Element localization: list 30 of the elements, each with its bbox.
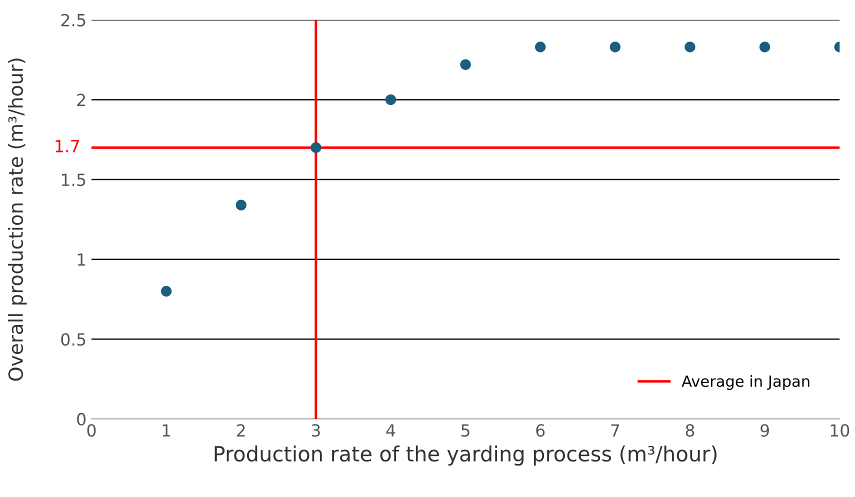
y-axis-title: Overall production rate (m³/hour) xyxy=(8,58,27,381)
x-tick-label: 0 xyxy=(87,424,96,437)
point xyxy=(610,42,621,52)
point xyxy=(236,200,246,210)
x-tick-label: 3 xyxy=(312,424,320,437)
y-tick-label: 0 xyxy=(77,412,86,426)
point xyxy=(460,59,471,70)
x-tick-label: 2 xyxy=(237,424,245,436)
x-tick-label: 7 xyxy=(611,424,620,436)
y-tick-label: 2.5 xyxy=(61,14,86,26)
x-tick-label: 1 xyxy=(162,424,170,436)
point xyxy=(535,42,546,52)
x-tick-label: 4 xyxy=(386,424,396,436)
legend-label: Average in Japan xyxy=(682,375,810,390)
point xyxy=(310,142,322,153)
point xyxy=(160,286,172,297)
y-tick-label: 1.5 xyxy=(62,174,86,186)
point xyxy=(684,42,696,52)
x-tick-label: 10 xyxy=(830,424,850,437)
point xyxy=(385,94,396,106)
y-tick-label: 0.5 xyxy=(61,333,86,346)
x-tick-label: 8 xyxy=(686,424,694,437)
y-tick-label: 1 xyxy=(78,254,86,266)
y-tick-label: 2 xyxy=(77,94,85,106)
x-axis-title: Production rate of the yarding process (m³/hour) xyxy=(214,446,717,466)
x-tick-label: 5 xyxy=(462,424,470,437)
x-tick-label: 6 xyxy=(536,424,545,437)
x-tick-label: 9 xyxy=(760,424,769,437)
point xyxy=(759,42,770,52)
annotation: 1.7 xyxy=(56,140,79,152)
